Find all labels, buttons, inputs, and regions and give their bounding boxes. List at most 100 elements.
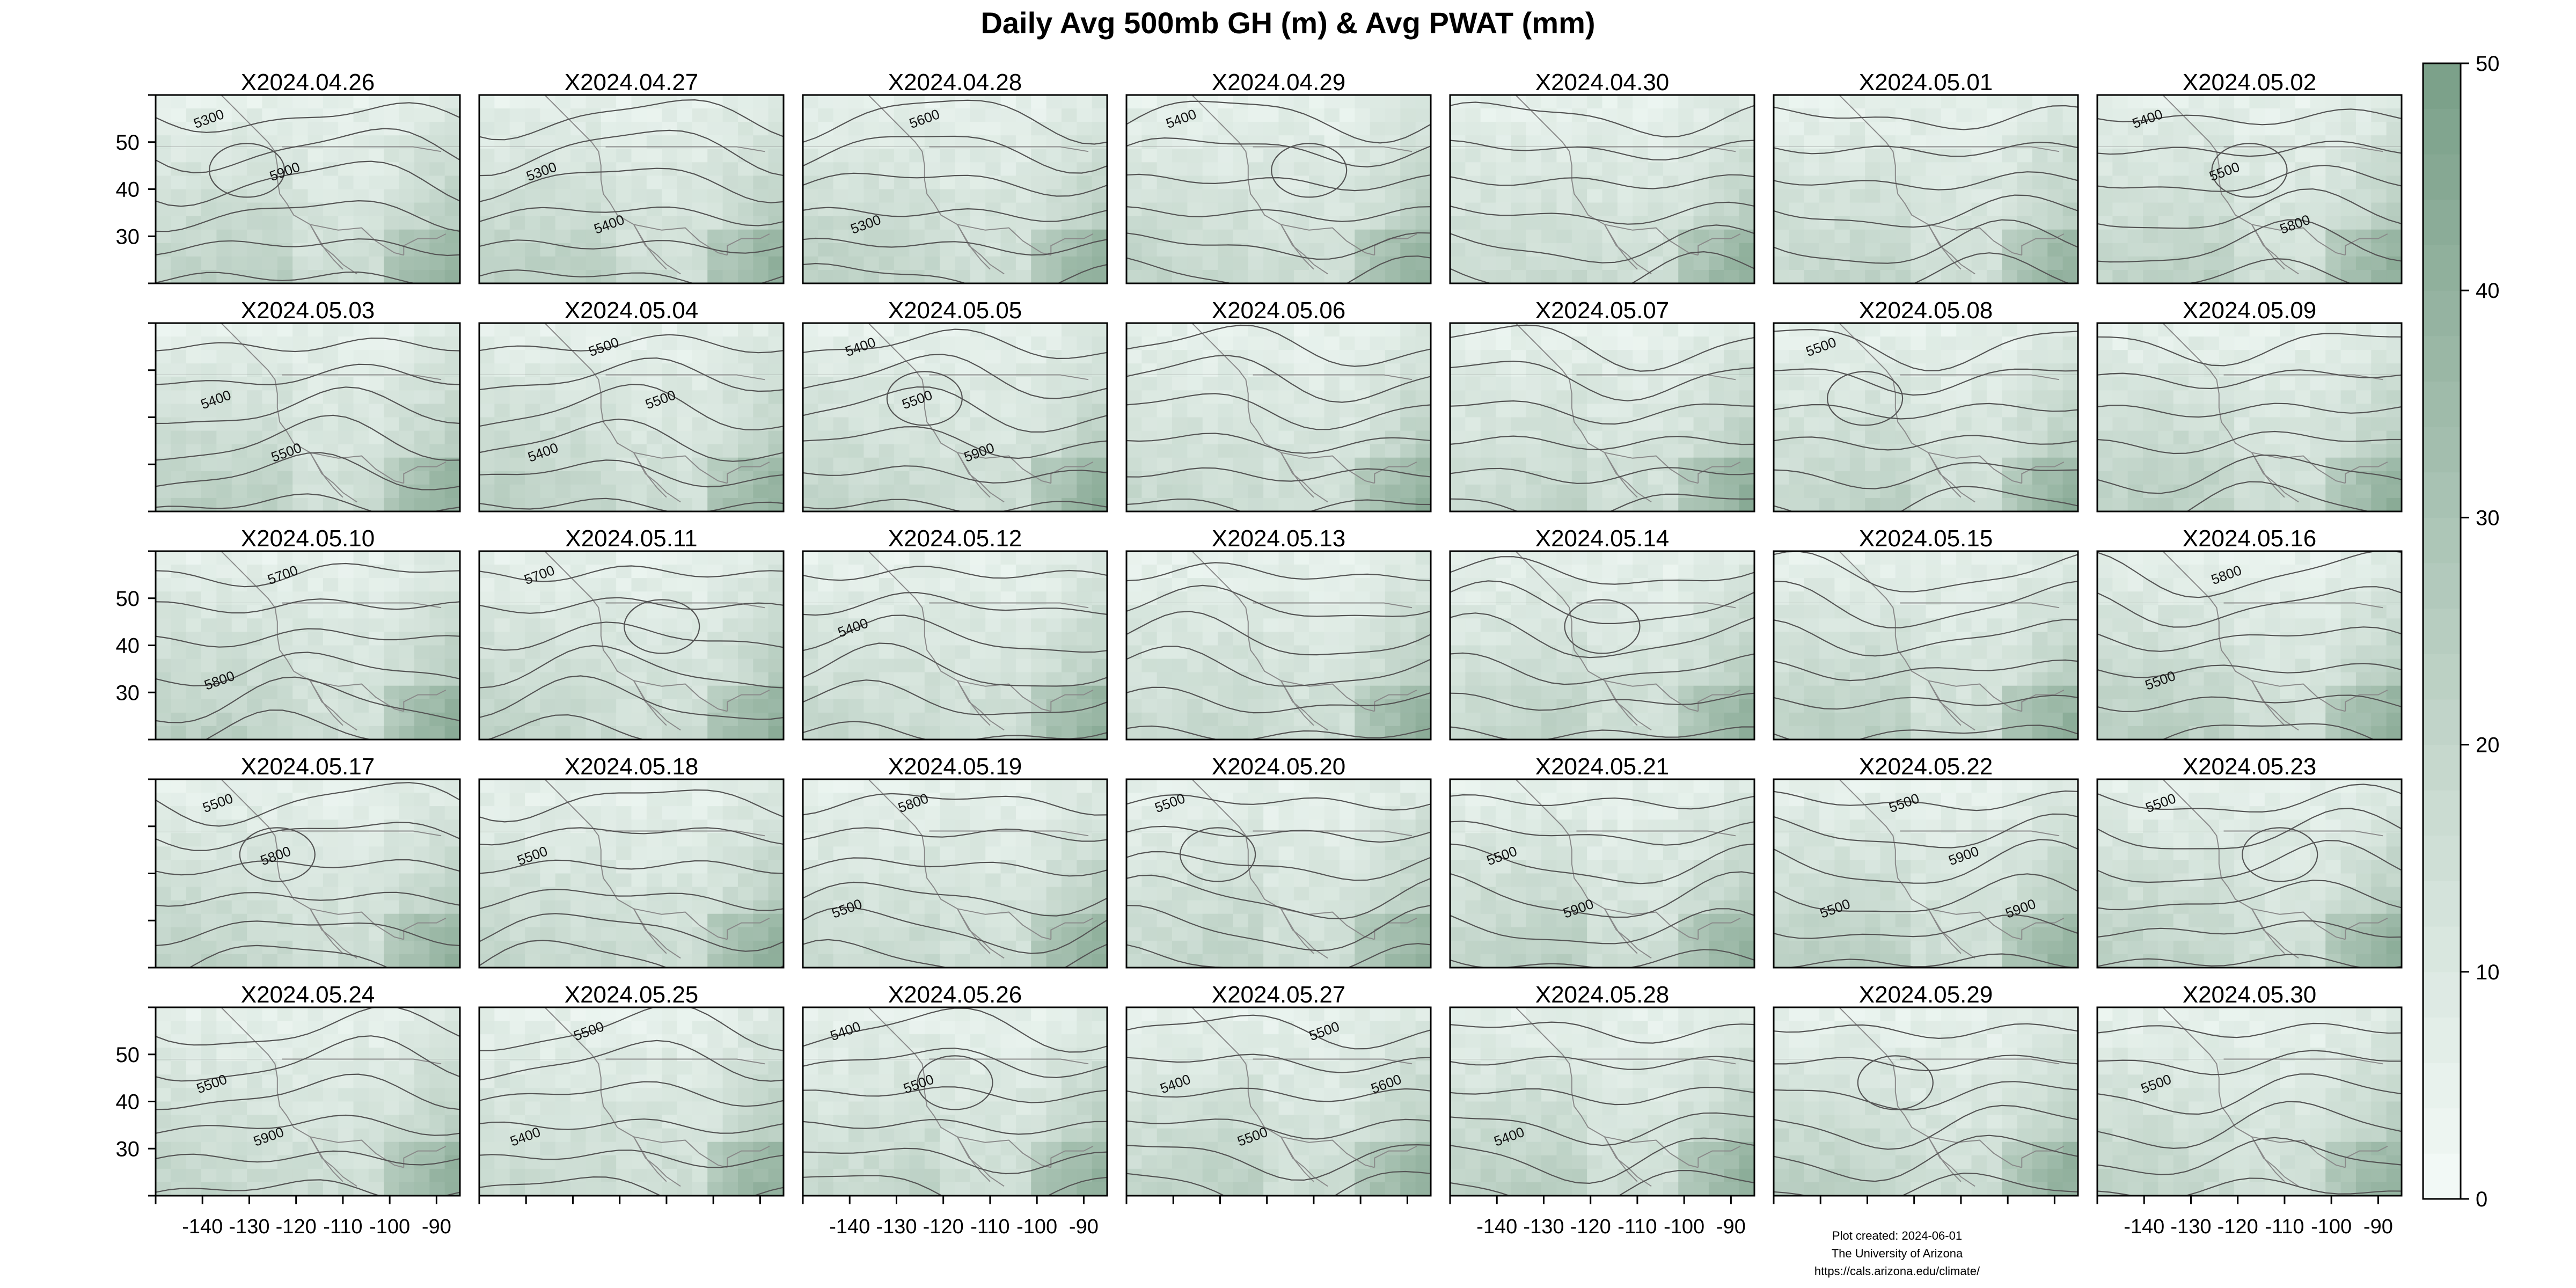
pwat-cell [1633, 323, 1649, 337]
pwat-cell [586, 175, 602, 190]
pwat-cell [570, 484, 587, 499]
pwat-cell [2204, 108, 2220, 122]
pwat-cell [1819, 95, 1835, 109]
pwat-cell [692, 216, 708, 230]
gh-contour [156, 363, 460, 385]
pwat-cell [479, 471, 495, 485]
coastline [1839, 323, 1975, 503]
pwat-cell [2234, 390, 2250, 405]
pwat-cell [1061, 578, 1077, 592]
pwat-cell [1015, 175, 1031, 190]
pwat-cell [1556, 122, 1572, 136]
pwat-cell [201, 404, 217, 418]
pwat-cell [1092, 444, 1107, 458]
coastline [727, 690, 770, 712]
pwat-cell [1263, 377, 1279, 391]
pwat-cell [308, 229, 324, 244]
pwat-cell [1739, 417, 1754, 431]
pwat-cell [909, 122, 925, 136]
pwat-cell [863, 551, 880, 565]
pwat-cell [414, 645, 430, 660]
pwat-cell [540, 712, 556, 727]
pwat-cell [1617, 175, 1633, 190]
pwat-cell [156, 95, 171, 109]
pwat-cell [1263, 497, 1279, 511]
pwat-cell [2325, 95, 2341, 109]
pwat-cell [1789, 497, 1805, 511]
pwat-cell [277, 108, 293, 122]
pwat-cell [247, 336, 263, 350]
pwat-cell [1077, 336, 1093, 350]
pwat-cell [1693, 95, 1709, 109]
pwat-cell [1355, 175, 1371, 190]
pwat-cell [1480, 108, 1496, 122]
pwat-cell [1126, 417, 1142, 431]
pwat-cell [479, 363, 495, 377]
pwat-cell [247, 135, 263, 149]
pwat-cell [323, 122, 339, 136]
pwat-cell [586, 390, 602, 405]
gh-contour-closed [209, 143, 286, 198]
pwat-cell [955, 578, 971, 592]
coastline [1604, 452, 1699, 484]
pwat-cell [879, 269, 895, 283]
pwat-cell [1355, 256, 1371, 270]
pwat-cell [1648, 162, 1664, 177]
pwat-cell [1000, 189, 1016, 203]
pwat-cell [171, 216, 187, 230]
pwat-cell [171, 162, 187, 177]
pwat-cell [338, 323, 354, 337]
pwat-cell [2017, 256, 2033, 270]
pwat-cell [985, 484, 1001, 499]
pwat-cell [863, 645, 880, 660]
pwat-cell [2234, 430, 2250, 445]
pwat-cell [201, 175, 217, 190]
pwat-cell [1926, 444, 1942, 458]
pwat-cell [818, 95, 834, 109]
pwat-cell [616, 699, 632, 713]
pwat-cell [1849, 149, 1865, 163]
pwat-cell [2310, 377, 2326, 391]
pwat-cell [1077, 256, 1093, 270]
gh-contour [1450, 101, 1754, 138]
pwat-cell [1233, 471, 1249, 485]
pwat-cell [2264, 350, 2280, 364]
pwat-cell [2325, 202, 2341, 217]
pwat-cell [722, 323, 738, 337]
pwat-cell [737, 444, 753, 458]
pwat-cell [833, 591, 849, 605]
pwat-cell [1172, 229, 1188, 244]
pwat-cell [848, 591, 864, 605]
pwat-cell [1000, 618, 1016, 633]
pwat-cell [1911, 390, 1927, 405]
pwat-cell [1941, 189, 1957, 203]
coastline [221, 95, 357, 275]
pwat-cell [2371, 497, 2387, 511]
coastline [957, 452, 991, 498]
pwat-cell [722, 484, 738, 499]
pwat-cell [429, 551, 445, 565]
pwat-cell [570, 162, 587, 177]
pwat-cell [2371, 336, 2387, 350]
pwat-cell [768, 189, 784, 203]
pwat-cell [1739, 323, 1754, 337]
pwat-cell [2032, 444, 2048, 458]
pwat-cell [429, 323, 445, 337]
pwat-cell [1157, 122, 1173, 136]
pwat-cell [1541, 135, 1557, 149]
pwat-cell [1218, 390, 1234, 405]
pwat-cell [662, 108, 678, 122]
pwat-cell [753, 269, 769, 283]
pwat-cell [2062, 256, 2078, 270]
pwat-cell [2386, 417, 2402, 431]
pwat-cell [444, 726, 460, 740]
gh-contour [156, 562, 460, 588]
pwat-cell [1355, 149, 1371, 163]
pwat-cell [308, 256, 324, 270]
pwat-cell [216, 417, 232, 431]
pwat-cell [353, 323, 369, 337]
pwat-cell [1926, 417, 1942, 431]
pwat-cell [1172, 189, 1188, 203]
pwat-cell [2189, 202, 2205, 217]
pwat-cell [1293, 162, 1309, 177]
